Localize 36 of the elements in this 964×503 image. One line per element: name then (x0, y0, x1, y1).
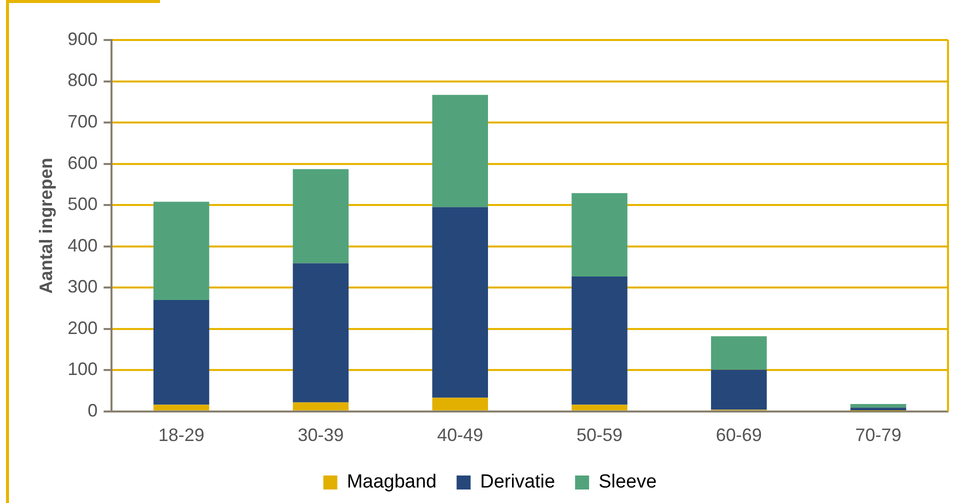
y-axis-title: Aantal ingrepen (36, 158, 56, 294)
bar (292, 402, 349, 410)
legend-label: Derivatie (480, 472, 556, 493)
bar (432, 398, 488, 410)
x-tick-label: 40-49 (437, 425, 484, 446)
bar (572, 404, 628, 410)
bar (572, 193, 628, 276)
y-tick-label: 200 (68, 318, 98, 338)
y-tick-label: 100 (68, 359, 98, 380)
x-tick-label: 50-59 (576, 425, 623, 446)
y-tick-label: 0 (88, 400, 98, 420)
bar (153, 300, 210, 405)
bar (432, 94, 488, 208)
x-tick-label: 60-69 (716, 425, 762, 446)
bar (711, 370, 767, 410)
bar (292, 263, 349, 402)
y-tick-label: 900 (68, 28, 98, 49)
legend-label: Sleeve (598, 472, 657, 493)
bar (153, 404, 210, 410)
x-tick-label: 18-29 (158, 425, 204, 446)
y-tick-label: 600 (68, 152, 98, 173)
bar (292, 169, 349, 264)
legend-label: Maagband (346, 472, 437, 493)
bar (572, 276, 628, 405)
bar (153, 202, 210, 300)
bar (711, 336, 767, 370)
bar (850, 404, 906, 408)
y-tick-label: 300 (68, 276, 98, 297)
x-tick-label: 30-39 (298, 425, 344, 446)
y-tick-label: 400 (68, 235, 98, 256)
y-tick-label: 500 (68, 194, 98, 214)
y-tick-label: 800 (68, 70, 98, 90)
bar (432, 207, 488, 398)
x-tick-label: 70-79 (855, 425, 902, 446)
bar (850, 408, 906, 411)
y-tick-label: 700 (68, 112, 98, 132)
